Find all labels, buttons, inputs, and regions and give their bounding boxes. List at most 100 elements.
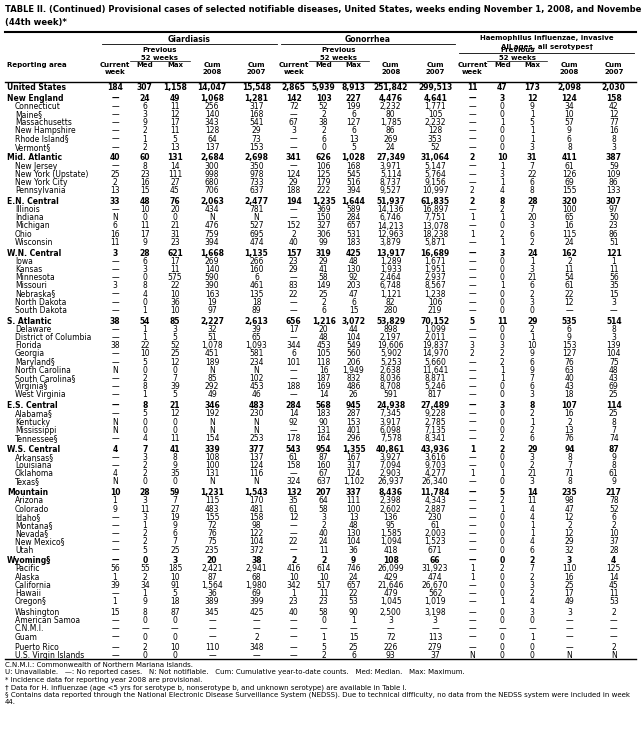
Text: 3: 3 xyxy=(499,93,505,102)
Text: 6: 6 xyxy=(142,102,147,111)
Text: —: — xyxy=(565,633,573,642)
Text: 226: 226 xyxy=(383,643,398,652)
Text: 34: 34 xyxy=(140,581,150,590)
Text: 53: 53 xyxy=(349,598,358,607)
Text: 416: 416 xyxy=(287,565,301,574)
Text: —: — xyxy=(208,651,216,660)
Text: —: — xyxy=(208,616,216,625)
Text: 387: 387 xyxy=(606,153,622,162)
Text: —: — xyxy=(208,624,216,633)
Text: 14: 14 xyxy=(527,489,538,498)
Text: 474: 474 xyxy=(428,573,442,582)
Text: —: — xyxy=(431,624,439,633)
Text: 54: 54 xyxy=(565,273,574,282)
Text: Cum
2008: Cum 2008 xyxy=(381,62,401,75)
Text: 527: 527 xyxy=(249,222,263,231)
Text: 474: 474 xyxy=(249,238,264,247)
Text: 106: 106 xyxy=(317,161,331,170)
Text: 48: 48 xyxy=(609,366,619,375)
Text: 2,003: 2,003 xyxy=(424,529,446,538)
Text: 2: 2 xyxy=(500,358,504,367)
Text: Idaho§: Idaho§ xyxy=(15,512,40,522)
Text: California: California xyxy=(15,581,52,590)
Text: —: — xyxy=(610,616,618,625)
Text: 87: 87 xyxy=(170,608,179,617)
Text: 6: 6 xyxy=(612,512,616,522)
Text: 7: 7 xyxy=(530,374,535,383)
Text: 3: 3 xyxy=(530,453,535,462)
Text: 21: 21 xyxy=(528,469,537,478)
Text: 41: 41 xyxy=(170,444,180,453)
Text: Previous: Previous xyxy=(500,47,535,53)
Text: —: — xyxy=(111,205,119,214)
Text: 2: 2 xyxy=(142,573,147,582)
Text: 348: 348 xyxy=(249,643,263,652)
Text: 2,602: 2,602 xyxy=(380,505,401,514)
Text: 13: 13 xyxy=(565,426,574,435)
Text: 7,094: 7,094 xyxy=(380,461,402,470)
Text: 170: 170 xyxy=(249,497,263,506)
Text: 2: 2 xyxy=(142,126,147,135)
Text: —: — xyxy=(469,93,476,102)
Text: 7: 7 xyxy=(172,537,178,546)
Text: 6: 6 xyxy=(321,134,326,143)
Text: 0: 0 xyxy=(500,477,504,486)
Text: 60: 60 xyxy=(140,153,150,162)
Text: 183: 183 xyxy=(317,409,331,418)
Text: 52: 52 xyxy=(430,143,440,152)
Text: 514: 514 xyxy=(606,317,622,326)
Text: 26,670: 26,670 xyxy=(422,581,449,590)
Text: All ages, all serotypes†: All ages, all serotypes† xyxy=(501,44,593,50)
Text: —: — xyxy=(469,102,476,111)
Text: 4,277: 4,277 xyxy=(424,469,446,478)
Text: Kentucky: Kentucky xyxy=(15,418,50,427)
Text: 76: 76 xyxy=(565,434,574,443)
Text: 11: 11 xyxy=(319,589,328,598)
Text: 1,771: 1,771 xyxy=(424,102,446,111)
Text: 92: 92 xyxy=(289,418,299,427)
Text: 203: 203 xyxy=(346,282,361,291)
Text: 411: 411 xyxy=(562,153,578,162)
Text: 4: 4 xyxy=(611,557,617,565)
Text: —: — xyxy=(290,391,297,400)
Text: 13: 13 xyxy=(110,186,120,195)
Text: 230: 230 xyxy=(249,409,263,418)
Text: Med: Med xyxy=(137,62,153,68)
Text: Wisconsin: Wisconsin xyxy=(15,238,53,247)
Text: 327: 327 xyxy=(317,222,331,231)
Text: 15: 15 xyxy=(110,608,120,617)
Text: 0: 0 xyxy=(530,643,535,652)
Text: 63: 63 xyxy=(565,366,574,375)
Text: 978: 978 xyxy=(249,170,263,179)
Text: 7,135: 7,135 xyxy=(424,426,446,435)
Text: 61: 61 xyxy=(609,469,619,478)
Text: 7: 7 xyxy=(530,161,535,170)
Text: 2: 2 xyxy=(530,290,535,299)
Text: 4: 4 xyxy=(113,469,117,478)
Text: 2: 2 xyxy=(321,110,326,119)
Text: 3: 3 xyxy=(142,110,147,119)
Text: South Carolina§: South Carolina§ xyxy=(15,374,76,383)
Text: —: — xyxy=(469,374,476,383)
Text: 9: 9 xyxy=(530,102,535,111)
Text: 168: 168 xyxy=(346,161,361,170)
Text: —: — xyxy=(469,249,476,258)
Text: 104: 104 xyxy=(249,537,263,546)
Text: 8: 8 xyxy=(172,453,178,462)
Text: 6: 6 xyxy=(351,298,356,307)
Text: 545: 545 xyxy=(346,170,361,179)
Text: 157: 157 xyxy=(286,249,301,258)
Text: 1: 1 xyxy=(142,325,147,334)
Text: 1,543: 1,543 xyxy=(245,489,269,498)
Text: 47: 47 xyxy=(349,290,358,299)
Text: 113: 113 xyxy=(428,633,442,642)
Text: 8: 8 xyxy=(612,325,616,334)
Text: 24: 24 xyxy=(527,249,538,258)
Text: 12: 12 xyxy=(170,110,179,119)
Text: 0: 0 xyxy=(142,651,147,660)
Text: 130: 130 xyxy=(346,265,361,274)
Text: 21: 21 xyxy=(170,401,180,410)
Text: Oregon§: Oregon§ xyxy=(15,598,47,607)
Text: 49: 49 xyxy=(207,391,217,400)
Text: 15: 15 xyxy=(349,306,358,315)
